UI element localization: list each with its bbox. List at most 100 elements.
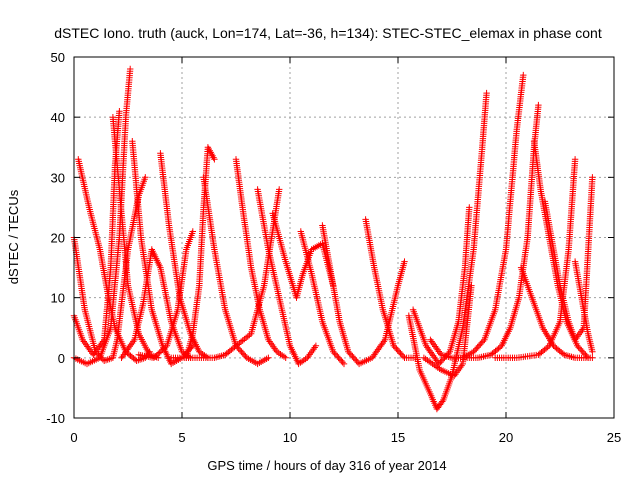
data-point [576, 345, 584, 352]
data-point [578, 347, 585, 354]
data-point [370, 353, 377, 360]
data-point [380, 338, 388, 345]
data-point [121, 349, 129, 357]
data-point [350, 354, 357, 361]
data-point [332, 351, 340, 358]
y-tick-label: 0 [58, 351, 65, 366]
data-point [234, 344, 241, 351]
data-point [479, 338, 487, 345]
data-point [583, 353, 590, 360]
data-point [276, 186, 283, 193]
data-point [390, 342, 397, 349]
data-point [589, 348, 596, 355]
data-point [119, 353, 126, 360]
data-series [200, 174, 272, 368]
data-points [70, 65, 596, 413]
data-series [118, 246, 194, 361]
data-point [544, 343, 551, 351]
data-point [84, 343, 91, 350]
data-point [399, 353, 407, 360]
x-tick-label: 10 [283, 430, 297, 445]
data-series [409, 204, 473, 368]
data-point [153, 352, 160, 359]
data-point [589, 354, 596, 361]
data-point [575, 344, 582, 351]
x-tick-label: 25 [607, 430, 621, 445]
data-point [159, 346, 166, 353]
data-series [362, 216, 419, 361]
data-point [428, 338, 435, 345]
data-point [394, 347, 401, 354]
data-point [244, 333, 251, 340]
data-point [398, 351, 405, 358]
data-series [571, 258, 596, 355]
data-point [393, 345, 400, 352]
data-point [374, 346, 382, 353]
data-point [80, 338, 87, 345]
data-point [378, 341, 385, 348]
data-point [425, 345, 432, 353]
data-series [183, 144, 218, 361]
data-point [353, 357, 360, 364]
data-point [156, 349, 163, 356]
data-point [127, 65, 134, 73]
data-point [372, 349, 379, 357]
data-point [282, 354, 289, 361]
y-tick-label: 50 [51, 50, 65, 65]
x-tick-label: 0 [70, 430, 77, 445]
data-series [254, 186, 320, 368]
data-point [395, 348, 403, 355]
data-point [432, 343, 439, 350]
data-point [589, 174, 596, 181]
data-point [232, 342, 240, 349]
data-series [70, 65, 134, 368]
x-tick-label: 5 [178, 430, 185, 445]
y-tick-label: 30 [51, 170, 65, 185]
data-point [90, 351, 97, 358]
data-point [347, 351, 355, 358]
data-point [334, 353, 341, 360]
data-point [312, 342, 320, 349]
data-point [338, 357, 345, 364]
data-point [391, 344, 399, 351]
data-point [116, 108, 123, 115]
data-point [239, 350, 246, 357]
data-point [238, 348, 245, 355]
data-series [459, 101, 542, 361]
data-series [420, 282, 475, 380]
y-tick-label: 10 [51, 291, 65, 306]
data-series [319, 222, 408, 368]
data-point [152, 353, 159, 360]
data-point [265, 354, 272, 361]
data-point [331, 350, 338, 357]
y-tick-label: 40 [51, 110, 65, 125]
data-series [269, 210, 337, 301]
data-point [236, 347, 244, 354]
data-point [483, 89, 490, 97]
data-point [155, 350, 162, 357]
data-point [428, 350, 436, 358]
x-tick-label: 20 [499, 430, 513, 445]
data-point [130, 338, 137, 345]
data-point [351, 356, 359, 363]
data-point [574, 342, 581, 349]
ticks: 0 5 10 15 20 25 -10 0 10 20 30 40 50 [46, 50, 621, 445]
data-point [346, 350, 353, 357]
data-point [438, 357, 445, 364]
data-point [475, 342, 483, 349]
data-series [541, 174, 596, 343]
data-point [470, 348, 477, 355]
x-axis-label: GPS time / hours of day 316 of year 2014 [207, 458, 446, 473]
data-point [240, 351, 248, 358]
data-point [349, 353, 356, 360]
data-point [335, 354, 342, 361]
data-point [579, 348, 586, 355]
y-tick-label: 20 [51, 231, 65, 246]
data-point [422, 342, 430, 349]
data-series [75, 156, 153, 364]
data-series [135, 228, 196, 361]
data-point [439, 398, 446, 405]
data-point [340, 360, 348, 368]
data-point [397, 350, 404, 357]
